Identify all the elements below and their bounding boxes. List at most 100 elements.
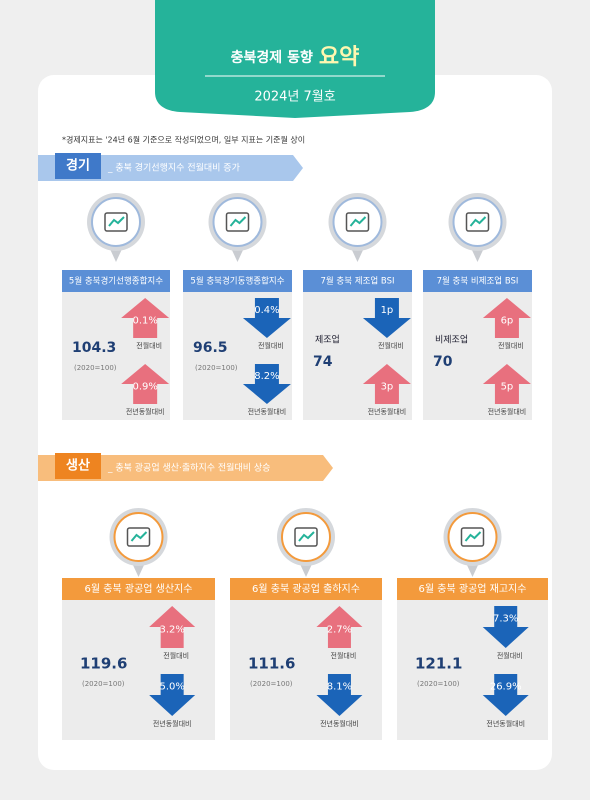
arrow-up [121, 364, 170, 404]
arrow-label: 전년동월대비 [368, 407, 407, 416]
card-sublabel: 제조업 [315, 335, 340, 346]
header-title: 충북경제 동향 요약 [231, 45, 360, 70]
icon-glyph [460, 527, 485, 547]
arrow-label: 전년동월대비 [486, 719, 525, 728]
title-accent: 요약 [319, 45, 359, 70]
arrow-label: 전월대비 [378, 341, 404, 350]
icon-glyph [465, 212, 490, 232]
section-label-box [55, 453, 101, 479]
icon-glyph [294, 527, 318, 547]
arrow-label: 전월대비 [136, 341, 162, 350]
icon-accent [130, 531, 148, 542]
card [397, 578, 548, 740]
arrow-down [242, 364, 291, 404]
icon-accent [108, 216, 125, 227]
card-title: 7월 충북 비제조업 BSI [437, 276, 519, 287]
icon-pin [132, 564, 145, 577]
arrow-label: 전년동월대비 [488, 407, 527, 416]
card-header [62, 270, 170, 292]
card-header [183, 270, 292, 292]
icon-accent [464, 531, 482, 542]
arrow-label: 전년동월대비 [126, 407, 165, 416]
card-value: 119.6 [80, 655, 127, 673]
icon-pin [466, 564, 479, 577]
icon-pin [471, 249, 484, 262]
section-description: _ 충북 경기선행지수 전월대비 증가 [107, 162, 240, 174]
arrow-down [482, 674, 529, 716]
arrow-value: 6p [501, 315, 514, 326]
card-header [230, 578, 382, 600]
arrow-value: 0.1% [132, 315, 157, 326]
card-value: 74 [313, 354, 333, 370]
card-title: 6월 충북 광공업 생산지수 [85, 582, 193, 595]
arrow-value: 7.3% [493, 614, 518, 625]
title-main: 충북경제 동향 [231, 49, 313, 66]
card-value: 121.1 [415, 655, 462, 673]
icon-accent [229, 216, 247, 227]
arrow-label: 전월대비 [163, 651, 189, 660]
card-base: (2020=100) [82, 680, 125, 688]
arrow-label: 전년동월대비 [248, 407, 287, 416]
arrow-value: 2.7% [327, 625, 352, 636]
card-base: (2020=100) [417, 680, 460, 688]
header-tab [155, 0, 435, 118]
card-value: 104.3 [72, 340, 116, 356]
card-header [303, 270, 412, 292]
arrow-up [316, 606, 363, 648]
icon-pin [110, 249, 122, 262]
arrow-label: 전월대비 [258, 341, 284, 350]
card-title: 5월 충북경기선행종합지수 [69, 276, 163, 287]
arrow-label: 전월대비 [331, 651, 357, 660]
card [230, 578, 382, 740]
arrow-up [482, 364, 531, 404]
icon-accent [349, 216, 367, 227]
arrow-up [149, 606, 196, 648]
icon-accent [469, 216, 487, 227]
arrow-value: 26.9% [490, 682, 522, 693]
icon-glyph [126, 527, 151, 547]
icon-pin [231, 249, 244, 262]
card-sublabel: 비제조업 [435, 335, 468, 346]
arrow-label: 전월대비 [498, 341, 524, 350]
arrow-down [482, 606, 529, 648]
card-value: 96.5 [193, 340, 228, 356]
arrow-label: 전월대비 [497, 651, 523, 660]
section-bar [38, 155, 303, 181]
icon-accent [298, 531, 315, 542]
arrow-value: 3p [381, 381, 394, 392]
arrow-value: 5p [501, 381, 514, 392]
section-description: _ 충북 광공업 생산·출하지수 전월대비 상승 [107, 462, 270, 474]
arrow-up [121, 298, 170, 338]
icon-glyph [104, 212, 128, 232]
icon-glyph [225, 212, 250, 232]
section-bar [38, 455, 333, 481]
card-base: (2020=100) [195, 364, 238, 372]
arrow-value: 5.0% [159, 682, 184, 693]
icon-glyph [345, 212, 370, 232]
card-base: (2020=100) [74, 364, 117, 372]
arrow-down [362, 298, 411, 338]
card-title: 7월 충북 제조업 BSI [320, 276, 394, 287]
card [62, 578, 215, 740]
icon-pin [300, 564, 312, 577]
arrow-value: 1p [381, 305, 394, 316]
arrow-up [482, 298, 531, 338]
arrow-up [362, 364, 411, 404]
arrow-down [242, 298, 291, 338]
card-value: 111.6 [248, 655, 295, 673]
arrow-value: 3.2% [159, 625, 184, 636]
card-value: 70 [433, 354, 453, 370]
arrow-value: 0.9% [132, 381, 157, 392]
arrow-down [149, 674, 196, 716]
section-label: 경기 [66, 158, 90, 174]
card-header [423, 270, 532, 292]
header-subtitle: 2024년 7월호 [254, 90, 335, 105]
arrow-label: 전년동월대비 [320, 719, 359, 728]
note: *경제지표는 '24년 6월 기준으로 작성되었으며, 일부 지표는 기준월 상… [62, 135, 305, 145]
section-label: 생산 [66, 458, 90, 474]
arrow-down [316, 674, 363, 716]
card-header [397, 578, 548, 600]
card-header [62, 578, 215, 600]
